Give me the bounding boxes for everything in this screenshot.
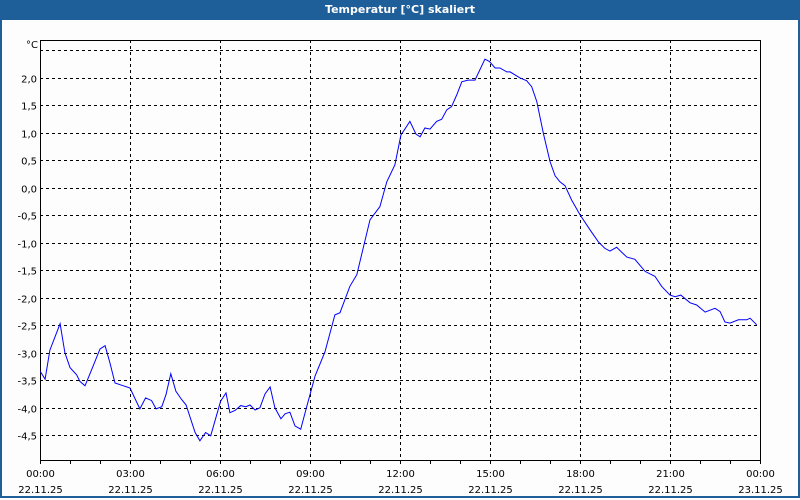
- x-tick-date-label: 23.11.25: [738, 485, 783, 496]
- y-tick-label: 0,0: [21, 185, 37, 196]
- x-tick-date-label: 22.11.25: [18, 485, 63, 496]
- y-tick-label: 1,5: [21, 102, 37, 113]
- y-tick-label: 1,0: [21, 130, 37, 141]
- y-tick-label: 0,5: [21, 157, 37, 168]
- x-tick-date-label: 22.11.25: [468, 485, 513, 496]
- y-tick-label: -4,0: [17, 405, 37, 416]
- x-tick-time-label: 21:00: [656, 469, 685, 480]
- y-tick-label: -3,5: [17, 377, 37, 388]
- y-tick-label: 2,0: [21, 75, 37, 86]
- tick-labels: 2,0 1,5 1,0 0,5 0,0 -0,5 -1,0 -1,5 -2,0 -2,5 -3,0 -…: [17, 75, 782, 497]
- x-tick-date-label: 22.11.25: [198, 485, 243, 496]
- x-tick-time-label: 06:00: [206, 469, 235, 480]
- y-axis-unit-label: °C: [26, 40, 38, 51]
- x-tick-time-label: 03:00: [116, 469, 145, 480]
- x-tick-time-label: 15:00: [476, 469, 505, 480]
- x-tick-time-label: 00:00: [26, 469, 55, 480]
- window-title: Temperatur [°C] skaliert: [0, 0, 800, 20]
- y-tick-label: -1,0: [17, 240, 37, 251]
- x-tick-time-label: 12:00: [386, 469, 415, 480]
- y-tick-label: -1,5: [17, 267, 37, 278]
- x-tick-time-label: 09:00: [296, 469, 325, 480]
- y-tick-label: -0,5: [17, 212, 37, 223]
- y-tick-label: -2,5: [17, 322, 37, 333]
- y-tick-label: -3,0: [17, 350, 37, 361]
- y-tick-label: -4,5: [17, 432, 37, 443]
- axes: [40, 40, 761, 464]
- x-tick-date-label: 22.11.25: [558, 485, 603, 496]
- x-tick-date-label: 22.11.25: [648, 485, 693, 496]
- x-tick-time-label: 00:00: [746, 469, 775, 480]
- x-tick-time-label: 18:00: [566, 469, 595, 480]
- x-tick-date-label: 22.11.25: [288, 485, 333, 496]
- x-tick-date-label: 22.11.25: [108, 485, 153, 496]
- x-tick-date-label: 22.11.25: [378, 485, 423, 496]
- temperature-series-line: [39, 58, 758, 442]
- y-tick-label: -2,0: [17, 295, 37, 306]
- grid: [40, 40, 760, 460]
